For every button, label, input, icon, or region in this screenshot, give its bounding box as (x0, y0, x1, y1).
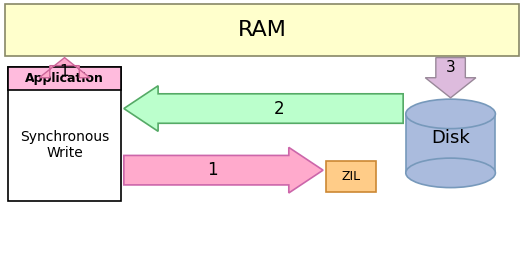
FancyBboxPatch shape (5, 4, 519, 56)
Ellipse shape (406, 158, 495, 188)
Text: RAM: RAM (238, 20, 287, 40)
Text: 1: 1 (208, 161, 218, 179)
Text: 3: 3 (446, 60, 455, 75)
Text: Synchronous
Write: Synchronous Write (20, 130, 109, 161)
Polygon shape (124, 147, 323, 193)
FancyBboxPatch shape (8, 67, 121, 90)
Polygon shape (124, 86, 403, 131)
FancyBboxPatch shape (326, 161, 376, 192)
Text: ZIL: ZIL (341, 170, 360, 183)
Text: Disk: Disk (431, 129, 470, 147)
Text: Application: Application (25, 72, 104, 85)
Text: 2: 2 (274, 99, 285, 118)
Ellipse shape (406, 99, 495, 129)
FancyBboxPatch shape (8, 67, 121, 201)
Polygon shape (425, 58, 476, 98)
Polygon shape (39, 58, 90, 78)
Text: 1: 1 (60, 64, 70, 79)
Bar (406, 114, 495, 173)
